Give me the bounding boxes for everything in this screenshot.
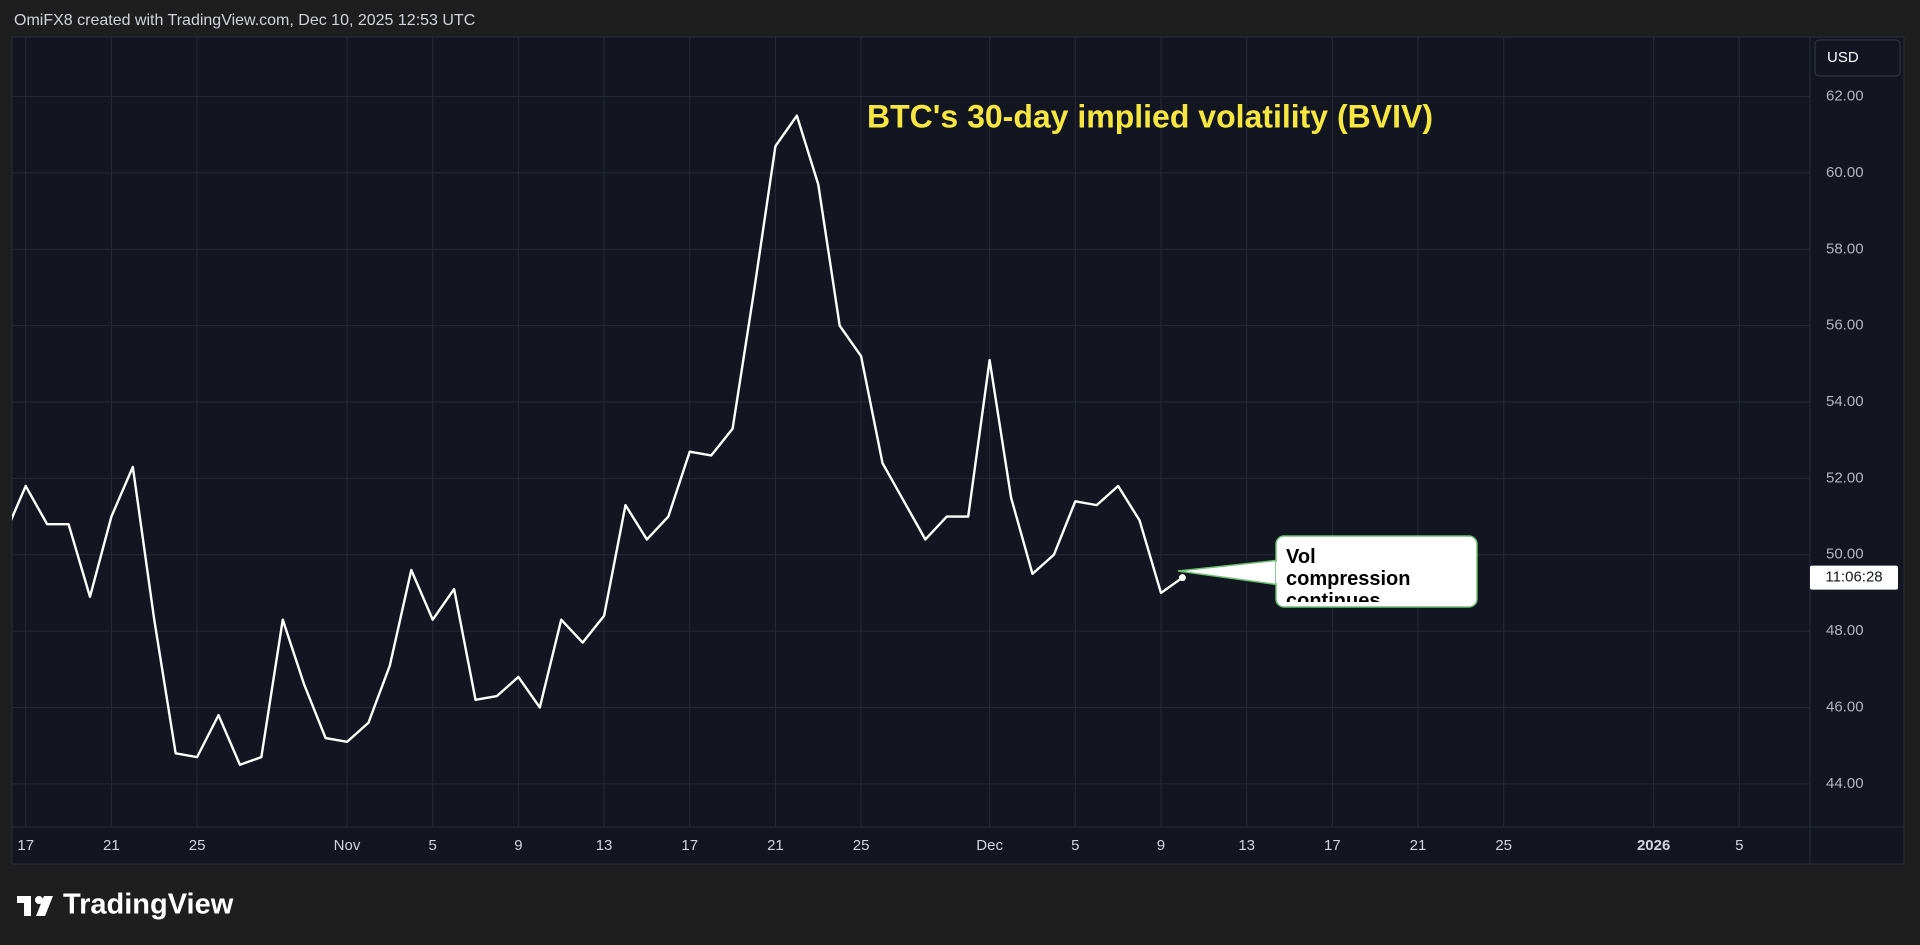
plot xyxy=(12,114,1186,766)
x-tick-label: 21 xyxy=(1410,837,1427,854)
x-tick-label: 9 xyxy=(1157,837,1165,854)
x-tick-label: 13 xyxy=(596,837,613,854)
x-tick-label: 5 xyxy=(1071,837,1079,854)
y-tick-label: 62.00 xyxy=(1826,88,1864,105)
currency-label: USD xyxy=(1827,49,1859,66)
logo-stem xyxy=(24,896,31,916)
x-tick-label: 21 xyxy=(767,837,784,854)
x-tick-label: 25 xyxy=(189,837,206,854)
x-tick-label: 25 xyxy=(853,837,870,854)
y-tick-label: 56.00 xyxy=(1826,317,1864,334)
y-tick-label: 48.00 xyxy=(1826,622,1864,639)
x-tick-label: Nov xyxy=(334,837,361,854)
x-tick-label: 17 xyxy=(17,837,34,854)
y-tick-label: 44.00 xyxy=(1826,775,1864,792)
chart-frame xyxy=(11,36,1905,865)
grid xyxy=(12,37,1810,827)
y-tick-label: 50.00 xyxy=(1826,546,1864,563)
axes: 44.00 46.00 48.00 50.00 52.00 54.00 56.00 58.00… xyxy=(17,88,1898,854)
last-point xyxy=(1178,574,1186,582)
data-line xyxy=(12,114,1184,766)
x-tick-label: 9 xyxy=(514,837,522,854)
countdown-box xyxy=(1810,565,1898,590)
x-tick-label: 17 xyxy=(681,837,698,854)
x-tick-label: Dec xyxy=(976,837,1003,854)
chart-title: BTC's 30-day implied volatility (BVIV) xyxy=(867,98,1433,134)
x-tick-label: 25 xyxy=(1495,837,1512,854)
currency-box xyxy=(1814,39,1901,77)
callout-join xyxy=(1276,562,1284,583)
x-tick-label: 13 xyxy=(1238,837,1255,854)
logo xyxy=(17,896,53,916)
x-tick-label: 17 xyxy=(1324,837,1341,854)
y-tick-label: 46.00 xyxy=(1826,698,1864,715)
x-tick-label: 2026 xyxy=(1637,837,1670,854)
logo-dot xyxy=(35,896,43,904)
logo-slash xyxy=(36,896,53,916)
y-tick-label: 60.00 xyxy=(1826,164,1864,181)
y-tick-label: 52.00 xyxy=(1826,469,1864,486)
y-tick-label: 54.00 xyxy=(1826,393,1864,410)
callout-holder: Vol compression continues xyxy=(1286,546,1411,602)
callout-text: Vol compression continues xyxy=(1286,546,1411,602)
countdown-label: 11:06:28 xyxy=(1825,569,1882,586)
x-tick-label: 5 xyxy=(429,837,437,854)
x-tick-label: 21 xyxy=(103,837,120,854)
x-tick-label: 5 xyxy=(1735,837,1743,854)
brand-text: TradingView xyxy=(63,889,234,921)
y-tick-label: 58.00 xyxy=(1826,240,1864,257)
header-text: OmiFX8 created with TradingView.com, Dec… xyxy=(14,12,475,29)
